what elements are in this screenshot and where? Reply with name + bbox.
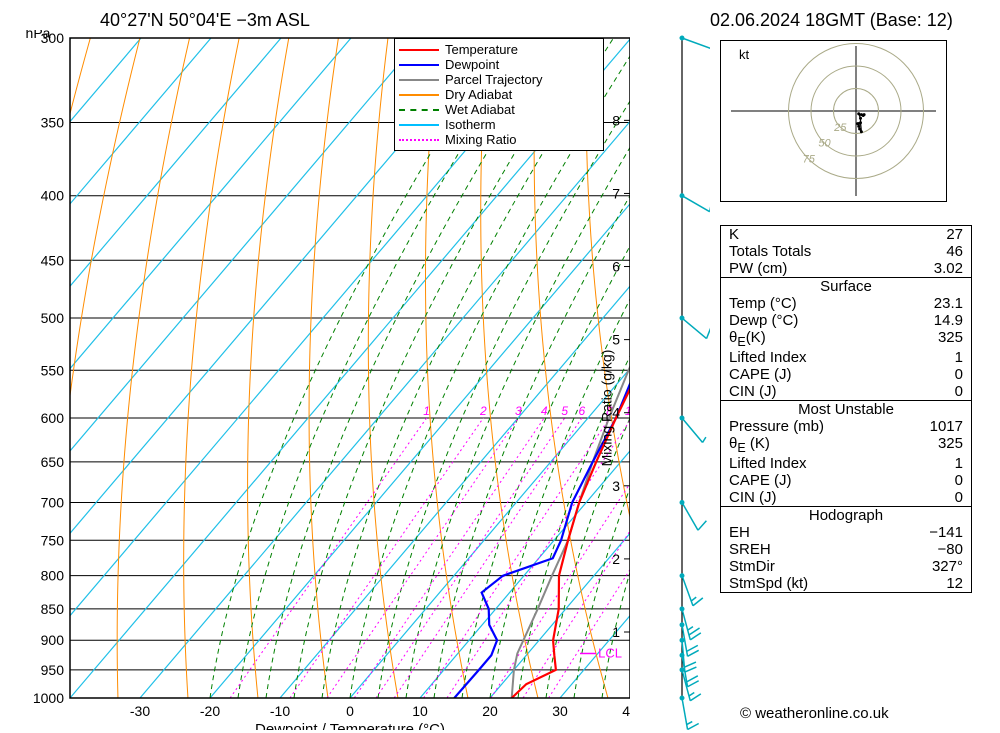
index-label: StmSpd (kt) (729, 575, 946, 592)
svg-text:Dewpoint / Temperature (°C): Dewpoint / Temperature (°C) (255, 721, 445, 730)
svg-text:LCL: LCL (598, 645, 622, 660)
index-label: Dewp (°C) (729, 312, 934, 329)
index-value: 27 (946, 226, 963, 243)
hodograph-panel: 255075 kt (720, 40, 947, 202)
index-value: 0 (955, 489, 963, 506)
index-label: PW (cm) (729, 260, 934, 277)
svg-text:30: 30 (552, 703, 568, 719)
svg-text:2: 2 (479, 404, 487, 418)
legend-box: TemperatureDewpointParcel TrajectoryDry … (394, 38, 604, 151)
index-value: 12 (946, 575, 963, 592)
svg-text:900: 900 (41, 632, 65, 648)
svg-text:kt: kt (739, 47, 750, 62)
index-label: Lifted Index (729, 349, 955, 366)
svg-text:8: 8 (612, 112, 620, 128)
legend-label: Temperature (445, 42, 518, 57)
svg-text:6: 6 (612, 259, 620, 275)
index-label: θE (K) (729, 435, 938, 455)
svg-text:550: 550 (41, 362, 65, 378)
svg-text:2: 2 (612, 551, 620, 567)
location-title: 40°27'N 50°04'E −3m ASL (100, 10, 310, 31)
svg-text:20: 20 (482, 703, 498, 719)
index-label: CAPE (J) (729, 472, 955, 489)
svg-text:25: 25 (833, 122, 847, 134)
index-label: Lifted Index (729, 455, 955, 472)
mixing-ratio-axis-label: Mixing Ratio (g/kg) (598, 350, 614, 467)
index-value: 3.02 (934, 260, 963, 277)
svg-text:750: 750 (41, 532, 65, 548)
svg-text:650: 650 (41, 454, 65, 470)
index-label: CIN (J) (729, 383, 955, 400)
svg-text:5: 5 (561, 404, 568, 418)
svg-text:1: 1 (612, 624, 620, 640)
index-value: 1017 (930, 418, 963, 435)
index-value: 1 (955, 349, 963, 366)
legend-label: Dewpoint (445, 57, 499, 72)
index-label: SREH (729, 541, 938, 558)
indices-panel: K27Totals Totals46 PW (cm)3.02SurfaceTemp… (720, 225, 972, 593)
svg-text:0: 0 (346, 703, 354, 719)
legend-label: Parcel Trajectory (445, 72, 543, 87)
svg-text:600: 600 (41, 410, 65, 426)
index-label: Totals Totals (729, 243, 946, 260)
index-label: CAPE (J) (729, 366, 955, 383)
svg-text:6: 6 (579, 404, 586, 418)
svg-text:350: 350 (41, 115, 65, 131)
index-label: θE(K) (729, 329, 938, 349)
svg-text:4: 4 (541, 404, 548, 418)
copyright-label: © weatheronline.co.uk (740, 705, 889, 722)
legend-label: Dry Adiabat (445, 87, 512, 102)
index-label: K (729, 226, 946, 243)
index-value: 0 (955, 472, 963, 489)
index-label: StmDir (729, 558, 932, 575)
index-value: 0 (955, 383, 963, 400)
svg-text:7: 7 (612, 185, 620, 201)
index-value: 23.1 (934, 295, 963, 312)
svg-text:50: 50 (818, 138, 831, 150)
legend-label: Isotherm (445, 117, 496, 132)
index-label: Temp (°C) (729, 295, 934, 312)
svg-text:1: 1 (423, 404, 430, 418)
svg-text:10: 10 (412, 703, 428, 719)
svg-text:5: 5 (612, 332, 620, 348)
index-value: −80 (938, 541, 963, 558)
svg-text:500: 500 (41, 310, 65, 326)
svg-text:400: 400 (41, 188, 65, 204)
section-header: Hodograph (721, 507, 971, 524)
svg-text:700: 700 (41, 494, 65, 510)
legend-label: Wet Adiabat (445, 102, 515, 117)
svg-text:3: 3 (515, 404, 522, 418)
svg-text:-20: -20 (200, 703, 220, 719)
index-label: Pressure (mb) (729, 418, 930, 435)
index-label: CIN (J) (729, 489, 955, 506)
svg-text:950: 950 (41, 662, 65, 678)
svg-text:3: 3 (612, 478, 620, 494)
svg-text:850: 850 (41, 601, 65, 617)
index-value: 1 (955, 455, 963, 472)
section-header: Surface (721, 278, 971, 295)
datetime-title: 02.06.2024 18GMT (Base: 12) (710, 10, 953, 31)
index-label: EH (729, 524, 929, 541)
index-value: 46 (946, 243, 963, 260)
wind-barb-column (620, 30, 710, 730)
index-value: 325 (938, 435, 963, 455)
svg-text:1000: 1000 (33, 690, 64, 706)
svg-text:300: 300 (41, 30, 65, 46)
index-value: −141 (929, 524, 963, 541)
legend-label: Mixing Ratio (445, 132, 517, 147)
svg-text:450: 450 (41, 252, 65, 268)
section-header: Most Unstable (721, 401, 971, 418)
index-value: 14.9 (934, 312, 963, 329)
index-value: 0 (955, 366, 963, 383)
index-value: 327° (932, 558, 963, 575)
svg-text:-30: -30 (130, 703, 150, 719)
svg-text:800: 800 (41, 568, 65, 584)
svg-text:75: 75 (803, 153, 816, 165)
svg-text:-10: -10 (270, 703, 290, 719)
index-value: 325 (938, 329, 963, 349)
